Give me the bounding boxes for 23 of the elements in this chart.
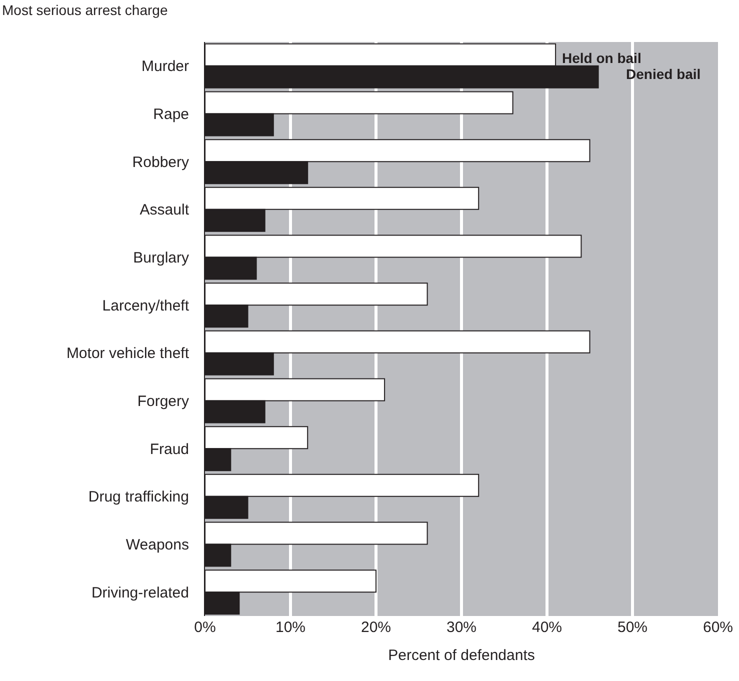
y-tick-label: Burglary xyxy=(133,250,190,266)
x-axis-title: Percent of defendants xyxy=(388,647,535,664)
y-tick-label: Assault xyxy=(140,202,190,219)
y-tick-label: Robbery xyxy=(132,154,190,171)
x-tick-label: 10% xyxy=(275,619,306,636)
x-tick-label: 60% xyxy=(702,619,734,636)
series-label: Denied bail xyxy=(626,66,701,82)
x-tick-label: 30% xyxy=(446,619,477,636)
y-tick-label: Rape xyxy=(153,106,189,123)
x-tick-label: 20% xyxy=(360,619,392,636)
y-axis-title: Most serious arrest charge xyxy=(2,2,168,18)
series-label: Held on bail xyxy=(562,50,642,66)
y-tick-label: Motor vehicle theft xyxy=(66,345,190,362)
x-tick-label: 40% xyxy=(532,619,562,636)
y-tick-label: Drug trafficking xyxy=(88,488,189,506)
x-tick-label: 50% xyxy=(617,619,648,636)
y-tick-label: Driving-related xyxy=(91,584,189,602)
y-tick-label: Murder xyxy=(141,58,189,76)
x-tick-label: 0% xyxy=(194,619,216,636)
y-tick-label: Fraud xyxy=(150,440,189,458)
y-tick-label: Weapons xyxy=(126,536,189,554)
y-tick-label: Larceny/theft xyxy=(102,297,190,314)
y-tick-label: Forgery xyxy=(137,393,190,410)
